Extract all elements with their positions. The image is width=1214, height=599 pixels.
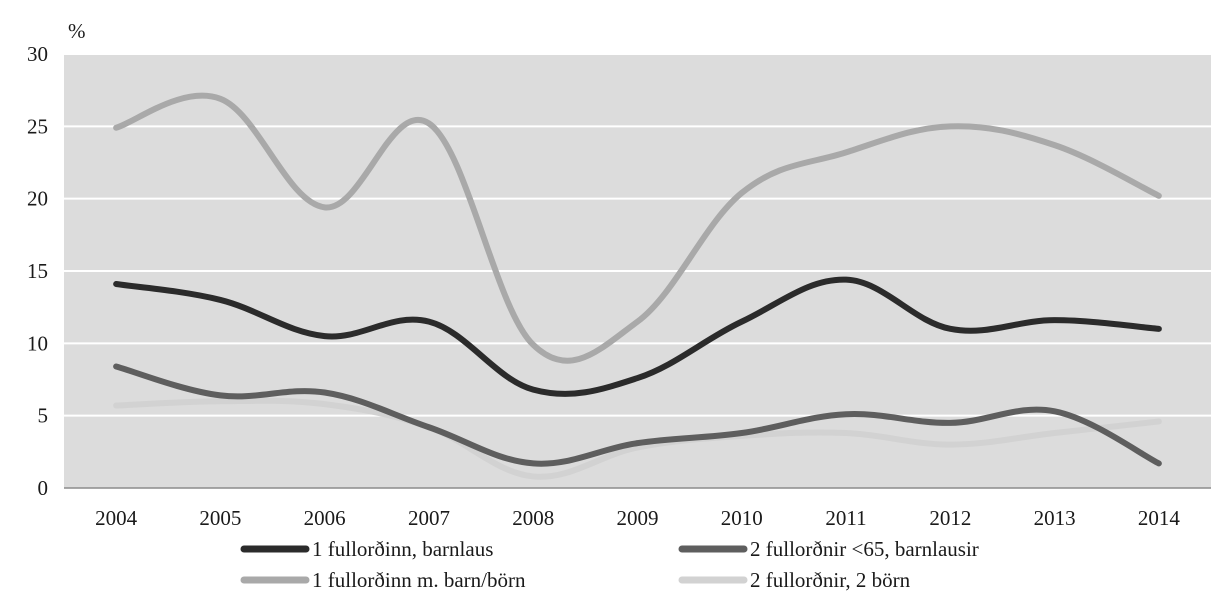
series-lines: [113, 92, 1162, 480]
x-tick-label: 2006: [304, 506, 346, 530]
x-tick-label: 2005: [199, 506, 241, 530]
legend-label: 2 fullorðnir <65, barnlausir: [750, 537, 979, 561]
x-axis-tick-labels: 2004 2005 2006 2007 2008 2009 2010 2011 2012 2013…: [95, 506, 1180, 530]
x-tick-label: 2004: [95, 506, 138, 530]
x-tick-label: 2011: [825, 506, 866, 530]
x-tick-label: 2009: [617, 506, 659, 530]
series-line-4: [113, 397, 1162, 480]
y-tick-label: 15: [27, 259, 48, 283]
y-tick-label: 10: [27, 331, 48, 355]
x-tick-label: 2013: [1034, 506, 1076, 530]
series-line-2: [113, 363, 1162, 467]
y-tick-label: 30: [27, 42, 48, 66]
x-tick-label: 2012: [929, 506, 971, 530]
y-tick-label: 20: [27, 187, 48, 211]
y-axis-tick-labels: 0 5 10 15 20 25 30: [27, 42, 48, 500]
legend-label: 2 fullorðnir, 2 börn: [750, 568, 911, 592]
y-tick-label: 0: [38, 476, 49, 500]
legend-label: 1 fullorðinn, barnlaus: [312, 537, 493, 561]
y-axis-unit-label: %: [68, 19, 86, 43]
legend: 1 fullorðinn, barnlaus 2 fullorðnir <65, …: [240, 537, 979, 592]
x-tick-label: 2010: [721, 506, 763, 530]
series-line-3: [113, 92, 1162, 364]
x-tick-label: 2008: [512, 506, 554, 530]
x-tick-label: 2014: [1138, 506, 1181, 530]
y-tick-label: 25: [27, 114, 48, 138]
x-tick-label: 2007: [408, 506, 450, 530]
y-tick-label: 5: [38, 404, 49, 428]
gridlines: [64, 53, 1211, 417]
series-line-1: [113, 276, 1162, 397]
legend-label: 1 fullorðinn m. barn/börn: [312, 568, 526, 592]
